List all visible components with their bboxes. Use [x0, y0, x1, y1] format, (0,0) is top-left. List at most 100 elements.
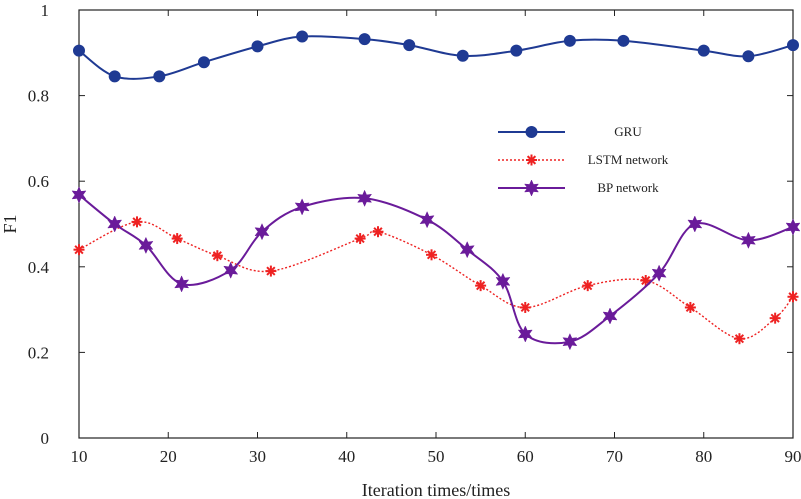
data-point-lstm-network	[73, 244, 85, 256]
data-point-gru	[197, 56, 210, 69]
x-tick-label: 60	[517, 447, 534, 466]
x-tick-label: 90	[785, 447, 801, 466]
asterisk-stroke	[212, 251, 222, 261]
data-point-lstm-network	[211, 250, 223, 262]
data-point-bp-network	[517, 325, 533, 343]
series-bp-network	[71, 186, 801, 351]
asterisk-stroke	[583, 281, 593, 291]
data-point-lstm-network	[769, 312, 781, 324]
data-point-gru	[251, 40, 264, 53]
data-point-gru	[697, 44, 710, 57]
data-point-gru	[153, 70, 166, 83]
data-point-gru	[617, 34, 630, 47]
asterisk-stroke	[132, 217, 142, 227]
data-point-gru	[73, 44, 85, 57]
data-point-bp-network	[651, 264, 667, 282]
data-point-bp-network	[785, 218, 801, 236]
asterisk-stroke	[373, 227, 383, 237]
data-point-lstm-network	[475, 280, 487, 292]
data-point-bp-network	[562, 333, 578, 351]
data-point-bp-network	[174, 275, 190, 293]
data-point-bp-network	[419, 211, 435, 229]
data-point-lstm-network	[265, 265, 277, 277]
data-point-gru	[742, 50, 755, 63]
axis-labels: Iteration times/times F1	[0, 214, 510, 499]
asterisk-stroke	[526, 155, 537, 165]
data-point-bp-network	[687, 215, 703, 233]
asterisk-stroke	[520, 302, 530, 313]
data-point-bp-network	[223, 261, 239, 279]
asterisk-stroke	[172, 233, 182, 244]
data-point-gru	[296, 30, 309, 43]
asterisk-stroke	[355, 233, 365, 244]
data-point-lstm-network	[733, 333, 745, 345]
data-point-lstm-network	[787, 291, 799, 303]
series-gru	[73, 30, 799, 83]
data-point-bp-network	[495, 272, 511, 291]
data-point-bp-network	[254, 223, 270, 241]
data-point-lstm-network	[131, 216, 143, 228]
data-point-lstm-network	[684, 301, 696, 313]
data-point-gru	[456, 49, 469, 62]
legend: GRU LSTM network BP network	[498, 124, 669, 197]
asterisk-stroke	[641, 275, 651, 286]
series-lstm-network	[73, 216, 799, 345]
x-axis-title: Iteration times/times	[362, 480, 510, 499]
legend-marker-gru	[525, 126, 538, 138]
data-point-lstm-network	[372, 226, 384, 238]
data-point-bp-network	[138, 236, 154, 255]
asterisk-stroke	[476, 281, 486, 291]
data-point-lstm-network	[354, 233, 366, 245]
asterisk-stroke	[74, 245, 84, 255]
y-tick-label: 0.8	[28, 87, 49, 106]
legend-marker-lstm-network	[526, 154, 537, 166]
legend-label-bp-network: BP network	[597, 180, 659, 195]
data-point-bp-network	[459, 241, 475, 259]
series-line-gru	[78, 35, 794, 80]
plot-area: 10 20 30 40 50 60 70 80 90 0 0.2 0.4 0.6 0.8 1	[28, 1, 801, 466]
data-point-gru	[108, 70, 121, 83]
x-tick-label: 20	[160, 447, 177, 466]
asterisk-stroke	[426, 250, 437, 260]
data-point-bp-network	[294, 198, 310, 216]
data-point-lstm-network	[640, 274, 652, 286]
data-point-gru	[403, 39, 416, 52]
data-point-bp-network	[107, 215, 123, 233]
legend-label-lstm-network: LSTM network	[588, 152, 669, 167]
y-tick-label: 0.6	[28, 172, 49, 191]
data-point-lstm-network	[426, 249, 438, 261]
data-point-bp-network	[71, 186, 87, 204]
asterisk-stroke	[266, 266, 276, 276]
data-point-gru	[510, 44, 523, 57]
series-line-lstm-network	[78, 221, 794, 340]
legend-marker-bp-network	[524, 179, 539, 197]
x-tick-label: 30	[249, 447, 266, 466]
data-point-lstm-network	[582, 280, 594, 292]
asterisk-stroke	[770, 313, 780, 323]
series-layer	[71, 30, 801, 351]
series-line-bp-network	[78, 194, 794, 345]
y-tick-label: 0.2	[28, 343, 49, 362]
data-point-lstm-network	[171, 233, 183, 245]
x-tick-label: 50	[428, 447, 445, 466]
x-tick-label: 10	[71, 447, 88, 466]
asterisk-stroke	[734, 334, 745, 344]
x-tick-label: 70	[606, 447, 623, 466]
x-tick-label: 80	[695, 447, 712, 466]
data-point-lstm-network	[519, 301, 531, 313]
asterisk-stroke	[685, 302, 695, 313]
y-tick-label: 1	[41, 1, 50, 20]
y-tick-label: 0.4	[28, 258, 50, 277]
asterisk-stroke	[788, 292, 798, 302]
y-tick-label: 0	[41, 429, 50, 448]
data-point-bp-network	[740, 231, 756, 249]
legend-label-gru: GRU	[614, 124, 642, 139]
data-point-gru	[787, 39, 799, 52]
x-tick-label: 40	[338, 447, 355, 466]
data-point-bp-network	[357, 189, 373, 207]
data-point-bp-network	[602, 307, 618, 325]
data-point-gru	[563, 34, 576, 47]
y-axis-title: F1	[0, 214, 20, 233]
data-point-gru	[358, 33, 371, 46]
